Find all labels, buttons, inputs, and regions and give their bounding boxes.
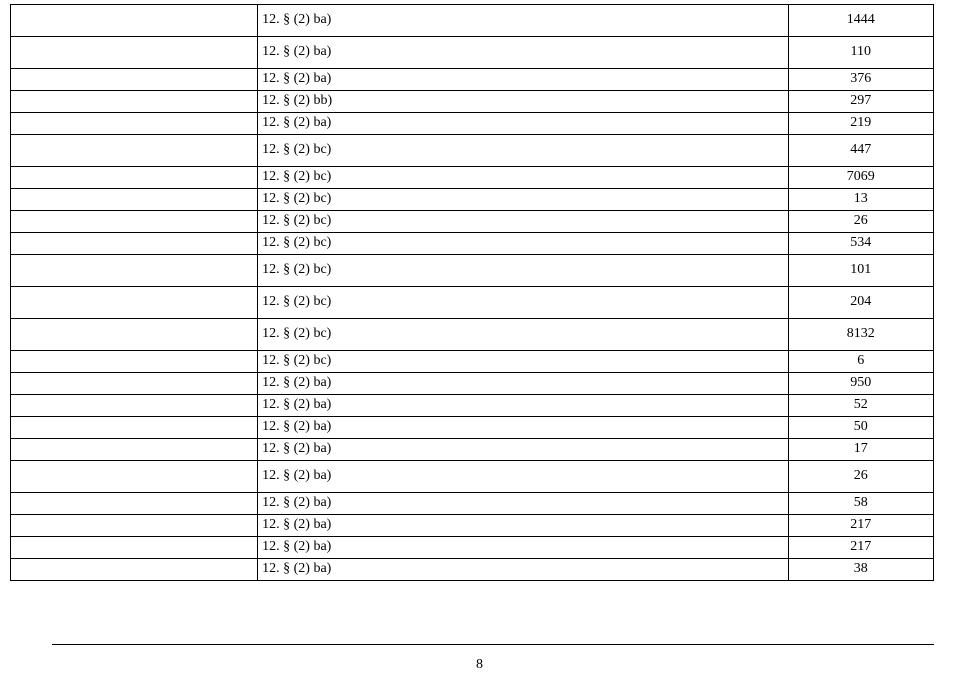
col-blank (11, 189, 258, 211)
col-value: 217 (788, 537, 933, 559)
table-row: 12. § (2) bc)101 (11, 255, 934, 287)
col-blank (11, 351, 258, 373)
col-reference: 12. § (2) bc) (258, 351, 788, 373)
col-value: 101 (788, 255, 933, 287)
col-reference: 12. § (2) bc) (258, 255, 788, 287)
col-reference: 12. § (2) ba) (258, 37, 788, 69)
table-row: 12. § (2) bc)26 (11, 211, 934, 233)
footer-rule (52, 644, 934, 645)
col-reference: 12. § (2) ba) (258, 417, 788, 439)
col-reference: 12. § (2) ba) (258, 515, 788, 537)
col-blank (11, 113, 258, 135)
col-value: 950 (788, 373, 933, 395)
col-blank (11, 37, 258, 69)
col-blank (11, 461, 258, 493)
col-reference: 12. § (2) bc) (258, 135, 788, 167)
table-row: 12. § (2) ba)376 (11, 69, 934, 91)
col-reference: 12. § (2) ba) (258, 461, 788, 493)
col-blank (11, 167, 258, 189)
col-blank (11, 537, 258, 559)
table-row: 12. § (2) bc)447 (11, 135, 934, 167)
col-blank (11, 559, 258, 581)
col-reference: 12. § (2) ba) (258, 113, 788, 135)
data-table: 12. § (2) ba)144412. § (2) ba)11012. § (… (10, 4, 934, 581)
col-reference: 12. § (2) bc) (258, 319, 788, 351)
col-blank (11, 69, 258, 91)
col-value: 1444 (788, 5, 933, 37)
col-reference: 12. § (2) bc) (258, 189, 788, 211)
col-value: 52 (788, 395, 933, 417)
col-reference: 12. § (2) ba) (258, 395, 788, 417)
col-blank (11, 417, 258, 439)
table-row: 12. § (2) bc)7069 (11, 167, 934, 189)
col-blank (11, 439, 258, 461)
table-row: 12. § (2) bb)297 (11, 91, 934, 113)
col-value: 110 (788, 37, 933, 69)
table-row: 12. § (2) ba)58 (11, 493, 934, 515)
table-row: 12. § (2) ba)50 (11, 417, 934, 439)
col-blank (11, 287, 258, 319)
col-value: 376 (788, 69, 933, 91)
col-value: 26 (788, 461, 933, 493)
col-blank (11, 91, 258, 113)
table-row: 12. § (2) bc)534 (11, 233, 934, 255)
col-reference: 12. § (2) bc) (258, 287, 788, 319)
table-row: 12. § (2) bc)8132 (11, 319, 934, 351)
table-row: 12. § (2) ba)1444 (11, 5, 934, 37)
col-value: 297 (788, 91, 933, 113)
col-blank (11, 493, 258, 515)
table-row: 12. § (2) ba)38 (11, 559, 934, 581)
table-row: 12. § (2) ba)26 (11, 461, 934, 493)
col-value: 17 (788, 439, 933, 461)
col-value: 219 (788, 113, 933, 135)
table-row: 12. § (2) bc)204 (11, 287, 934, 319)
col-blank (11, 233, 258, 255)
col-value: 204 (788, 287, 933, 319)
col-reference: 12. § (2) ba) (258, 373, 788, 395)
col-reference: 12. § (2) ba) (258, 69, 788, 91)
col-reference: 12. § (2) bc) (258, 233, 788, 255)
col-reference: 12. § (2) ba) (258, 537, 788, 559)
table-row: 12. § (2) bc)6 (11, 351, 934, 373)
table-row: 12. § (2) ba)950 (11, 373, 934, 395)
table-row: 12. § (2) ba)52 (11, 395, 934, 417)
table-row: 12. § (2) ba)219 (11, 113, 934, 135)
col-blank (11, 319, 258, 351)
col-reference: 12. § (2) ba) (258, 439, 788, 461)
table-row: 12. § (2) ba)217 (11, 537, 934, 559)
col-blank (11, 395, 258, 417)
col-value: 13 (788, 189, 933, 211)
col-value: 38 (788, 559, 933, 581)
table-row: 12. § (2) ba)217 (11, 515, 934, 537)
col-blank (11, 5, 258, 37)
col-value: 50 (788, 417, 933, 439)
col-value: 8132 (788, 319, 933, 351)
col-blank (11, 211, 258, 233)
col-value: 217 (788, 515, 933, 537)
table-row: 12. § (2) ba)110 (11, 37, 934, 69)
col-value: 58 (788, 493, 933, 515)
col-value: 7069 (788, 167, 933, 189)
col-reference: 12. § (2) ba) (258, 559, 788, 581)
col-blank (11, 373, 258, 395)
page-number: 8 (0, 657, 959, 673)
col-reference: 12. § (2) bc) (258, 211, 788, 233)
col-blank (11, 515, 258, 537)
col-value: 534 (788, 233, 933, 255)
col-blank (11, 255, 258, 287)
col-reference: 12. § (2) bb) (258, 91, 788, 113)
table-row: 12. § (2) bc)13 (11, 189, 934, 211)
col-reference: 12. § (2) ba) (258, 5, 788, 37)
col-blank (11, 135, 258, 167)
col-reference: 12. § (2) ba) (258, 493, 788, 515)
col-value: 26 (788, 211, 933, 233)
col-reference: 12. § (2) bc) (258, 167, 788, 189)
col-value: 6 (788, 351, 933, 373)
table-row: 12. § (2) ba)17 (11, 439, 934, 461)
col-value: 447 (788, 135, 933, 167)
